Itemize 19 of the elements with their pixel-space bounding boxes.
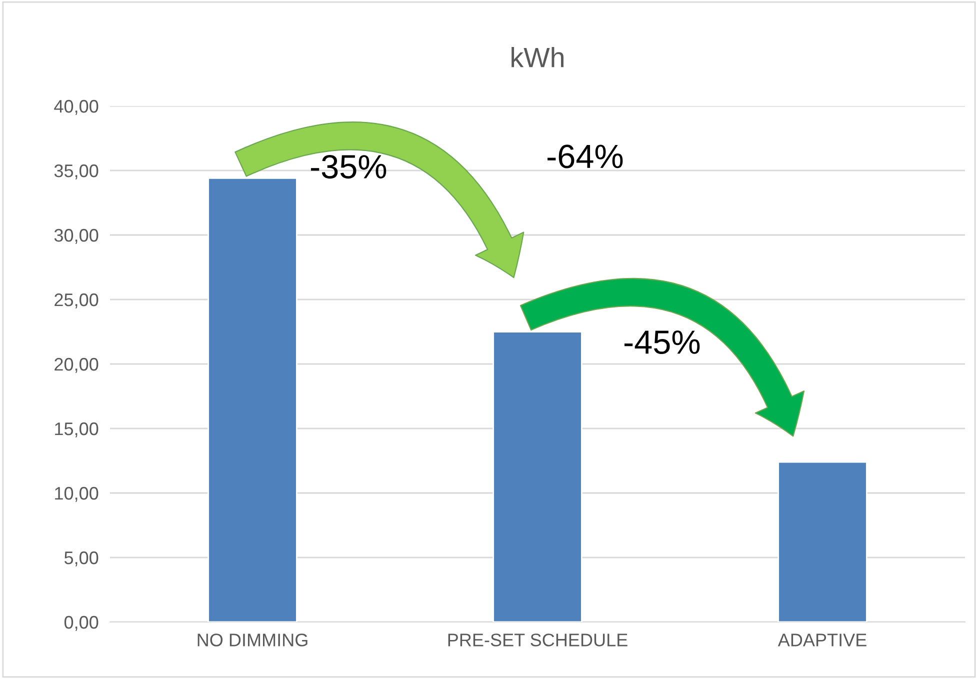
y-tick-label: 35,00 bbox=[54, 164, 98, 180]
bar bbox=[208, 178, 298, 622]
y-tick-label: 40,00 bbox=[54, 100, 98, 115]
y-tick-label: 20,00 bbox=[54, 358, 98, 373]
x-tick-label: PRE-SET SCHEDULE bbox=[448, 634, 628, 646]
y-tick-label: 5,00 bbox=[64, 551, 98, 566]
annotation: -64% bbox=[548, 144, 623, 168]
x-tick-label: ADAPTIVE bbox=[778, 634, 866, 646]
y-tick-label: 15,00 bbox=[55, 422, 98, 438]
y-tick-label: 10,00 bbox=[55, 486, 98, 502]
y-tick-label: 25,00 bbox=[54, 293, 98, 308]
y-tick-label: 30,00 bbox=[54, 228, 98, 244]
bar bbox=[492, 331, 582, 622]
x-tick-label: NO DIMMING bbox=[198, 634, 308, 646]
chart-title: kWh bbox=[512, 46, 564, 68]
annotation: -45% bbox=[624, 330, 700, 354]
y-tick-label: 0,00 bbox=[64, 616, 98, 631]
annotation: -35% bbox=[310, 154, 386, 179]
bar bbox=[778, 461, 868, 622]
